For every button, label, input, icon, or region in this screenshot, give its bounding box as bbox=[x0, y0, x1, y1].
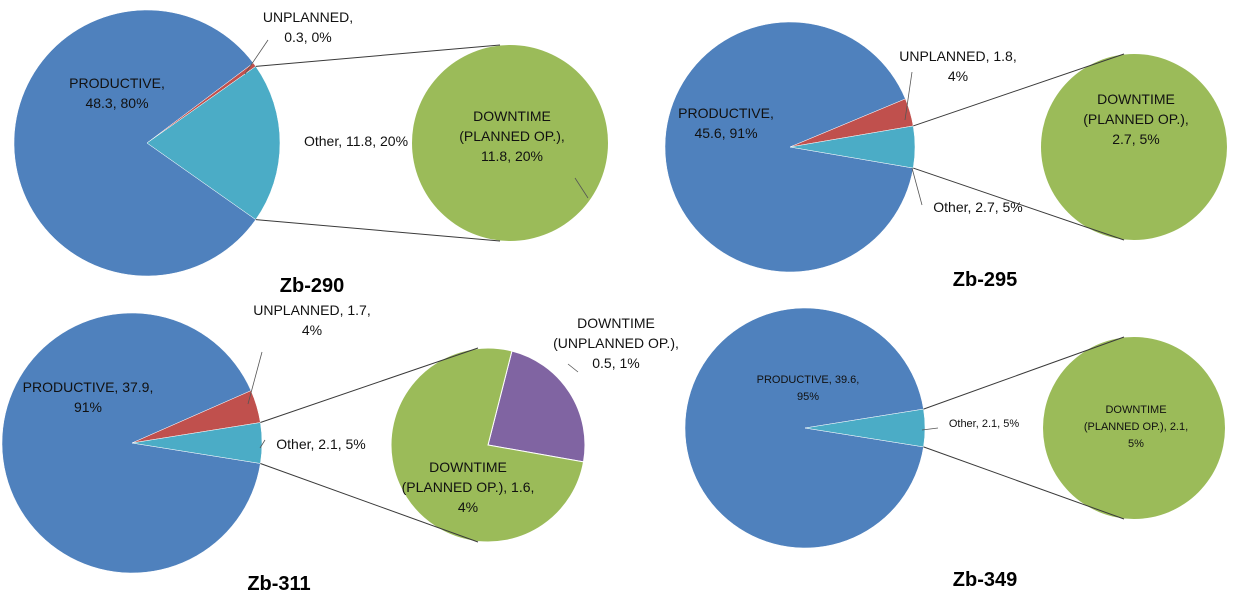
data-label-other: Other, 2.7, 5% bbox=[933, 199, 1023, 215]
data-label-unplanned-line: 4% bbox=[302, 322, 322, 338]
chart-zb-295 bbox=[664, 21, 1227, 273]
chart-title: Zb-311 bbox=[247, 573, 310, 595]
data-label-other-line: Other, 11.8, 20% bbox=[304, 133, 408, 149]
data-label-downtime-planned-op-line: DOWNTIME bbox=[1097, 91, 1175, 107]
data-label-other: Other, 11.8, 20% bbox=[304, 133, 408, 149]
connector-line-bottom bbox=[260, 463, 479, 543]
connector-line-bottom bbox=[923, 446, 1125, 520]
data-label-downtime-planned-op-line: DOWNTIME bbox=[1105, 404, 1166, 416]
slice-other bbox=[789, 125, 916, 169]
data-label-downtime-planned-op: DOWNTIME (PLANNED OP.), 2.7, 5% bbox=[1083, 91, 1189, 147]
data-label-downtime-planned-op-line: (PLANNED OP.), bbox=[459, 128, 565, 144]
data-label-downtime-planned-op-line: 2.7, 5% bbox=[1112, 131, 1159, 147]
data-label-productive-line: 45.6, 91% bbox=[694, 125, 757, 141]
chart-zb-290 bbox=[13, 9, 608, 277]
data-label-productive-line: PRODUCTIVE, 37.9, bbox=[23, 379, 154, 395]
connector-line-top bbox=[923, 336, 1125, 410]
slice-productive bbox=[664, 21, 914, 273]
data-label-productive-line: PRODUCTIVE, 39.6, bbox=[757, 374, 860, 386]
data-label-unplanned: UNPLANNED, 0.3, 0% bbox=[263, 9, 353, 45]
slice-productive bbox=[684, 307, 924, 549]
data-label-productive-line: 91% bbox=[74, 399, 102, 415]
data-label-downtime-planned-op-line: (PLANNED OP.), 2.1, bbox=[1084, 421, 1188, 433]
data-label-unplanned-line: UNPLANNED, 1.8, bbox=[899, 48, 1016, 64]
data-label-downtime-planned-op-line: DOWNTIME bbox=[429, 459, 507, 475]
data-label-productive-line: PRODUCTIVE, bbox=[678, 105, 774, 121]
label-leader-line bbox=[921, 427, 939, 431]
connector-line-bottom bbox=[913, 167, 1125, 241]
data-label-other-line: Other, 2.1, 5% bbox=[276, 436, 366, 452]
data-label-other: Other, 2.1, 5% bbox=[276, 436, 366, 452]
data-label-other-line: Other, 2.7, 5% bbox=[933, 199, 1023, 215]
data-label-downtime-planned-op: DOWNTIME (PLANNED OP.), 2.1, 5% bbox=[1084, 404, 1188, 450]
slice-productive bbox=[1, 312, 261, 574]
data-label-unplanned-line: 4% bbox=[948, 68, 968, 84]
label-leader-line bbox=[567, 363, 579, 373]
data-label-downtime-planned-op-line: DOWNTIME bbox=[473, 108, 551, 124]
chart-zb-349 bbox=[684, 307, 1225, 549]
data-label-productive: PRODUCTIVE, 39.6, 95% bbox=[757, 374, 860, 403]
slice-other bbox=[131, 422, 263, 464]
slice-downtime-unplanned-op bbox=[487, 350, 586, 463]
slice-downtime-planned-op bbox=[390, 347, 585, 543]
data-label-productive-line: 48.3, 80% bbox=[85, 95, 148, 111]
data-label-downtime-planned-op-line: 4% bbox=[458, 499, 478, 515]
label-leader-line bbox=[574, 177, 589, 199]
chart-zb-311 bbox=[1, 312, 586, 574]
data-label-downtime-unplanned-op-line: (UNPLANNED OP.), bbox=[553, 335, 679, 351]
chart-title: Zb-295 bbox=[953, 269, 1017, 291]
data-label-downtime-planned-op-line: (PLANNED OP.), 1.6, bbox=[402, 479, 535, 495]
data-label-downtime-planned-op-line: 11.8, 20% bbox=[481, 148, 543, 164]
label-leader-line bbox=[904, 71, 913, 121]
chart-title: Zb-290 bbox=[280, 275, 344, 297]
data-label-unplanned-line: UNPLANNED, 1.7, bbox=[253, 302, 370, 318]
data-label-downtime-unplanned-op-line: 0.5, 1% bbox=[592, 355, 639, 371]
data-label-unplanned-line: UNPLANNED, bbox=[263, 9, 353, 25]
data-label-unplanned-line: 0.3, 0% bbox=[284, 29, 331, 45]
data-label-other: Other, 2.1, 5% bbox=[949, 418, 1020, 430]
data-label-productive: PRODUCTIVE, 37.9, 91% bbox=[23, 379, 154, 415]
slice-downtime-planned-op bbox=[1041, 54, 1227, 240]
data-label-downtime-unplanned-op-line: DOWNTIME bbox=[577, 315, 655, 331]
data-label-other-line: Other, 2.1, 5% bbox=[949, 418, 1020, 430]
connector-line-bottom bbox=[255, 219, 501, 242]
data-label-downtime-planned-op: DOWNTIME (PLANNED OP.), 11.8, 20% bbox=[459, 108, 565, 164]
label-leader-line bbox=[244, 39, 269, 75]
slice-downtime-planned-op bbox=[412, 45, 608, 241]
data-label-downtime-planned-op-line: (PLANNED OP.), bbox=[1083, 111, 1189, 127]
connector-line-top bbox=[913, 53, 1125, 127]
data-label-productive: PRODUCTIVE, 45.6, 91% bbox=[678, 105, 774, 141]
data-label-unplanned: UNPLANNED, 1.7, 4% bbox=[253, 302, 370, 338]
data-label-downtime-planned-op-line: 5% bbox=[1128, 438, 1144, 450]
slice-downtime-planned-op bbox=[1043, 337, 1225, 519]
data-label-unplanned: UNPLANNED, 1.8, 4% bbox=[899, 48, 1016, 84]
data-label-downtime-planned-op: DOWNTIME (PLANNED OP.), 1.6, 4% bbox=[402, 459, 535, 515]
slice-productive bbox=[13, 9, 257, 277]
data-label-productive-line: 95% bbox=[797, 391, 819, 403]
slice-other bbox=[146, 66, 281, 220]
connector-line-top bbox=[260, 347, 479, 423]
label-leader-line bbox=[259, 439, 266, 449]
connector-line-top bbox=[255, 44, 501, 67]
data-label-productive-line: PRODUCTIVE, bbox=[69, 75, 165, 91]
chart-title: Zb-349 bbox=[953, 569, 1017, 591]
data-label-productive: PRODUCTIVE, 48.3, 80% bbox=[69, 75, 165, 111]
slice-other bbox=[804, 408, 926, 448]
label-leader-line bbox=[247, 351, 263, 405]
data-label-downtime-unplanned-op: DOWNTIME (UNPLANNED OP.), 0.5, 1% bbox=[553, 315, 679, 371]
label-leader-line bbox=[911, 167, 923, 206]
